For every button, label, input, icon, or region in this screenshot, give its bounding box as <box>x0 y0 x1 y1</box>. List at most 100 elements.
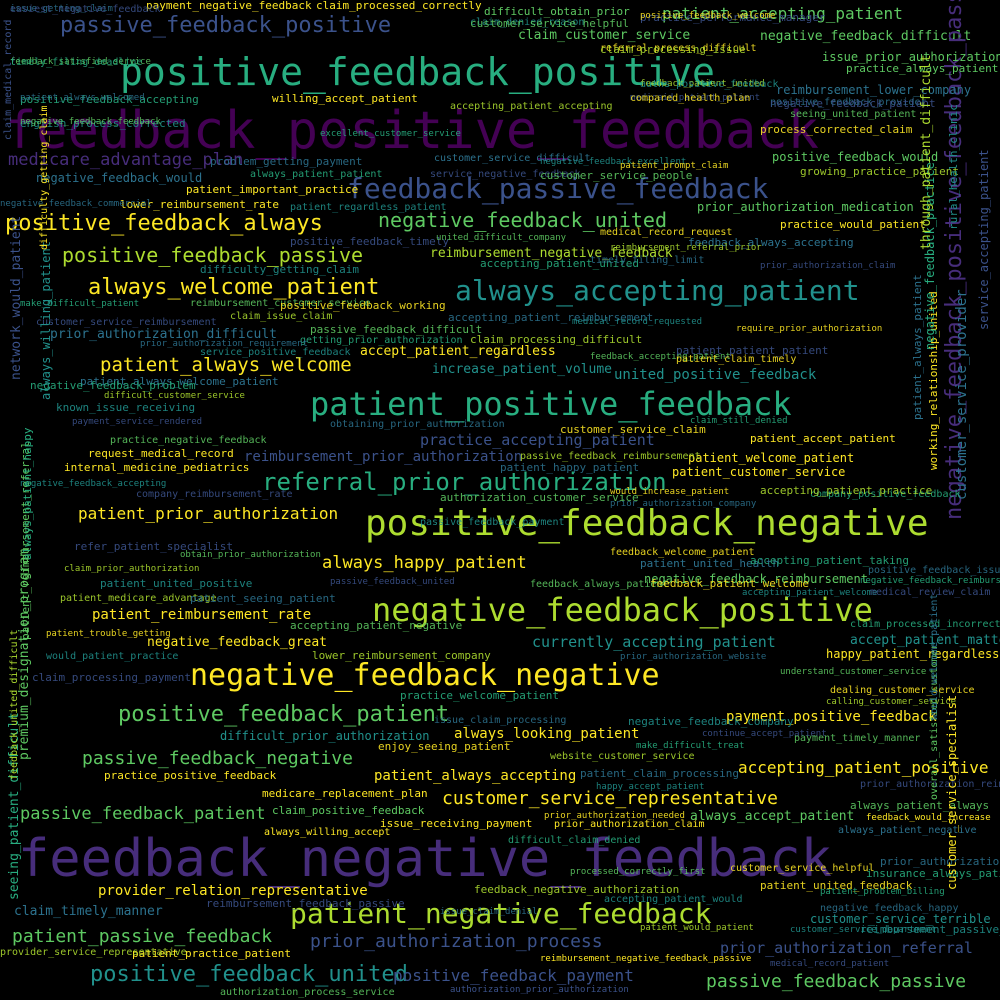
small-word: negative_feedback_patient <box>770 97 936 110</box>
small-word: easiest_negative_feedback <box>10 4 161 15</box>
small-word: patient_seeing_patient <box>190 592 336 605</box>
word: patient_welcome_patient <box>688 451 855 465</box>
small-word: feedback_accepting_patient <box>590 352 731 362</box>
small-word: calling_customer_service <box>826 697 957 707</box>
word: positive_feedback_positive <box>120 50 715 94</box>
small-word: reimbursement_passive_feedback <box>860 923 1000 936</box>
word: positive_feedback_united <box>90 962 408 987</box>
word: always_looking_patient <box>454 726 640 742</box>
small-word: claim_processing_difficult <box>470 333 643 346</box>
small-word: medicaid_patient_patient <box>630 93 761 103</box>
word: practice_always_patient <box>846 62 999 75</box>
word: passive_feedback_passive <box>706 971 967 992</box>
word: accept_patient_regardless <box>360 344 556 359</box>
word: claim_processed_correctly <box>316 0 482 12</box>
word: authorization_prior_authorization <box>450 985 629 995</box>
small-word: feedback_negative_authorization <box>474 883 680 896</box>
small-word: positive_feedback_issue <box>868 565 1000 576</box>
word: customer_service_difficult <box>434 153 591 164</box>
small-word: feedback_always_patient <box>530 579 669 590</box>
small-word: authorization_process_service <box>220 987 395 998</box>
small-word: seeing_united_patient <box>790 109 917 120</box>
small-word: customer_service_claim <box>560 423 706 436</box>
small-word: claim_denied_reason <box>470 17 585 28</box>
word: feedback_would_increase <box>866 813 991 823</box>
small-word: prior_authorization_reimbursement <box>860 779 1000 790</box>
word: issue_prior_authorization <box>822 50 1000 64</box>
small-word: continue_accept_patient <box>702 729 827 739</box>
vertical-word: through_patient_difficult <box>919 54 934 250</box>
small-word: prior_authorization_needed <box>544 811 685 821</box>
small-word: positive_feedback_timely <box>290 235 449 248</box>
small-word: service_negative_feedback <box>430 169 581 180</box>
word: feedback_passive_feedback <box>347 172 769 205</box>
small-word: patient_medicare_advantage <box>60 593 217 604</box>
vertical-word: difficulty_getting_claim <box>39 105 50 251</box>
word: patient_prior_authorization <box>78 504 339 523</box>
vertical-word: patient_always_patient <box>911 274 924 420</box>
small-word: patient_claim_processing <box>580 767 739 780</box>
small-word: prior_authorization_company <box>610 499 757 509</box>
small-word: issue_getting_claim <box>10 4 113 14</box>
word: positive_feedback_would <box>772 150 939 164</box>
word: negative_feedback_great <box>147 635 328 650</box>
vertical-word: rural_health_clinic <box>947 104 960 230</box>
small-word: claim_still_denied <box>690 416 788 426</box>
vertical-word: would_welcome_patient <box>929 593 940 720</box>
word: patient_negative_feedback <box>290 897 712 930</box>
small-word: claim_prior_authorization <box>64 564 200 574</box>
vertical-word: claim_medical_record <box>3 19 14 140</box>
small-word: dealing_customer_service <box>830 685 975 696</box>
small-word: negative_feedback_reimbursement <box>860 576 1000 586</box>
small-word: negative_feedback_company <box>628 715 794 728</box>
small-word: english_process_corrected <box>20 117 186 130</box>
small-word: process_corrected_claim <box>760 123 913 136</box>
word: reimbursement_negative_feedback <box>430 246 673 261</box>
small-word: reimbursement_referral_prior <box>610 243 762 253</box>
word: claim_positive_feedback <box>272 804 425 817</box>
small-word: known_issue_receiving <box>56 401 196 414</box>
small-word: would_patient_practice <box>46 651 179 662</box>
small-word: timely_filing_deadline <box>10 57 143 68</box>
small-word: website_customer_service <box>550 751 695 762</box>
small-word: payment_timely_manner <box>794 733 921 744</box>
word: happy_patient_regardless <box>826 647 1000 661</box>
small-word: claim_processing_issue <box>600 43 746 56</box>
small-word: prior_authorization_claim <box>760 261 896 271</box>
word: patient_positive_feedback <box>310 385 792 423</box>
small-word: negative_feedback_accepting <box>20 479 167 489</box>
word: difficult_prior_authorization <box>220 729 430 743</box>
word: customer_service_representative <box>442 788 778 809</box>
word: negative_feedback_reimbursement <box>644 572 868 586</box>
word: payment_positive_feedback <box>726 709 937 725</box>
small-word: patient_united_positive <box>100 577 253 590</box>
small-word: negative_feedback_commercial <box>0 199 152 209</box>
word: patient_important_practice <box>186 183 359 196</box>
word: patient_reimbursement_rate <box>92 607 312 623</box>
word: positive_feedback_always <box>5 211 323 236</box>
small-word: passive_feedback_difficult <box>310 323 483 336</box>
small-word: payment_service_rendered <box>72 417 203 427</box>
small-word: refer_patient_specialist <box>74 540 233 553</box>
small-word: timely_filing_limit <box>590 255 705 266</box>
small-word: practice_negative_feedback <box>110 435 267 446</box>
word: payment_negative_feedback <box>146 0 312 12</box>
small-word: always_patient_patient <box>250 169 383 180</box>
word: feedback_always_accepting <box>688 236 854 249</box>
small-word: passive_feedback_reimbursement <box>520 451 701 462</box>
word: practice_positive_feedback <box>104 769 277 782</box>
small-word: medical_review_claim <box>870 587 991 598</box>
small-word: auths_positive_feedback <box>640 79 779 90</box>
word: customer_service_terrible <box>810 912 991 926</box>
word: lower_reimbursement_rate <box>120 198 279 211</box>
small-word: prior_authorization_procedure <box>880 855 1000 868</box>
small-word: claim_processed_incorrectly <box>850 619 1000 630</box>
small-word: practice_welcome_patient <box>400 689 559 702</box>
word: internal_medicine_pediatrics <box>64 461 250 474</box>
word: feedback_negative_feedback <box>18 829 832 889</box>
word: prior_authorization_referral <box>720 939 973 957</box>
small-word: provider_service_representative <box>0 947 187 958</box>
small-word: patient_prompt_claim <box>620 161 729 171</box>
small-word: customer_service_helpful <box>470 17 629 30</box>
word: always_happy_patient <box>322 553 527 573</box>
